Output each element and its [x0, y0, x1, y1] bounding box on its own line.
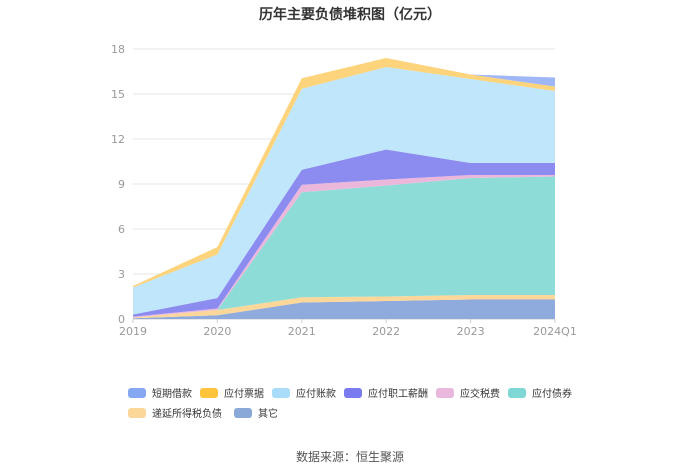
x-tick-label: 2022 — [372, 325, 400, 338]
legend-swatch — [128, 387, 146, 398]
legend-item[interactable]: 短期借款 — [128, 385, 192, 400]
x-tick-label: 2023 — [457, 325, 485, 338]
area-series — [133, 149, 555, 317]
y-tick-label: 12 — [111, 133, 125, 146]
y-tick-label: 18 — [111, 43, 125, 56]
series-areas — [133, 58, 555, 319]
legend-label: 应付票据 — [224, 389, 264, 400]
legend-label: 其它 — [258, 409, 278, 420]
y-tick-label: 6 — [118, 223, 125, 236]
stacked-area-chart: 0 3 6 9 12 15 18 2019 2020 2021 2022 2023 2024Q1 — [111, 43, 577, 338]
area-series — [133, 176, 555, 318]
legend-item[interactable]: 应付职工薪酬 — [344, 385, 428, 400]
x-tick-label: 2021 — [288, 325, 316, 338]
area-series — [133, 299, 555, 319]
x-tick-label: 2024Q1 — [533, 325, 577, 338]
area-series — [133, 58, 555, 288]
legend-swatch — [272, 387, 290, 398]
y-tick-label: 15 — [111, 88, 125, 101]
legend-swatch — [234, 407, 252, 418]
legend-label: 应付职工薪酬 — [368, 389, 428, 400]
area-series — [133, 295, 555, 319]
x-tick-label: 2019 — [119, 325, 147, 338]
area-series — [133, 67, 555, 315]
legend-label: 应付债券 — [532, 389, 572, 400]
legend-item[interactable]: 应付账款 — [272, 385, 336, 400]
y-tick-label: 9 — [118, 178, 125, 191]
legend-swatch — [436, 387, 454, 398]
chart-title: 历年主要负债堆积图（亿元） — [259, 7, 441, 23]
legend-item[interactable]: 应付票据 — [200, 385, 264, 400]
legend-label: 应交税费 — [460, 389, 500, 400]
legend-item[interactable]: 递延所得税负债 — [128, 405, 222, 420]
legend-item[interactable]: 应付债券 — [508, 385, 572, 400]
legend-swatch — [128, 407, 146, 418]
legend-item[interactable]: 应交税费 — [436, 385, 500, 400]
legend-swatch — [508, 387, 526, 398]
y-tick-label: 0 — [118, 313, 125, 326]
legend-label: 应付账款 — [296, 389, 336, 400]
legend-swatch — [344, 387, 362, 398]
legend-item[interactable]: 其它 — [234, 405, 278, 420]
data-source-note: 数据来源：恒生聚源 — [295, 450, 404, 464]
legend-swatch — [200, 387, 218, 398]
legend-label: 短期借款 — [152, 389, 192, 400]
axes: 0 3 6 9 12 15 18 2019 2020 2021 2022 2023 2024Q1 — [111, 43, 577, 338]
y-tick-label: 3 — [118, 268, 125, 281]
x-tick-label: 2020 — [203, 325, 231, 338]
legend-label: 递延所得税负债 — [152, 409, 222, 420]
